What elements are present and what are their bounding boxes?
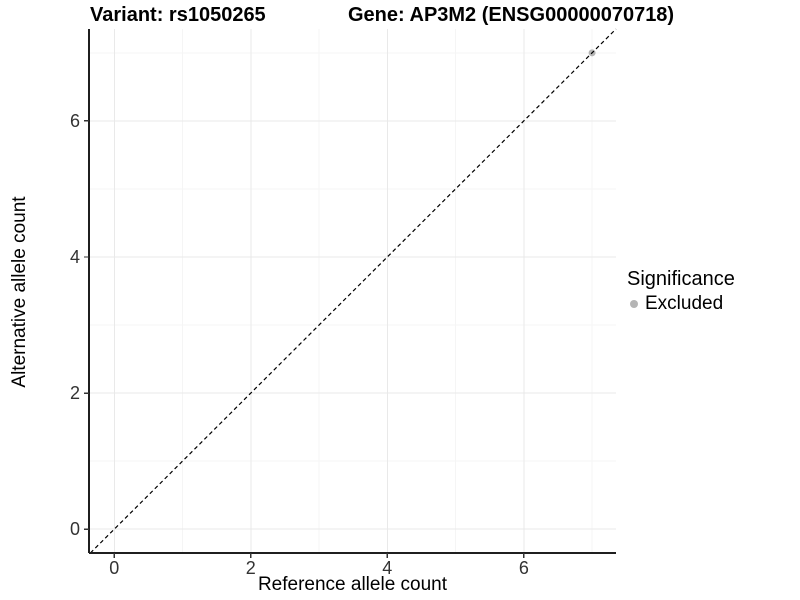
variant-title: Variant: rs1050265: [90, 4, 266, 26]
legend-item-excluded: Excluded: [627, 293, 735, 314]
x-tick-label: 6: [519, 558, 529, 578]
y-axis-title: Alternative allele count: [9, 196, 30, 388]
excluded-point-icon: [630, 299, 638, 308]
y-tick-label: 6: [70, 111, 80, 131]
identity-dashed-line: [89, 28, 617, 554]
y-tick-label: 2: [70, 383, 80, 403]
x-axis-title: Reference allele count: [257, 574, 448, 595]
legend-title: Significance: [627, 268, 735, 290]
legend: Significance Excluded: [627, 268, 735, 314]
y-tick-label: 0: [70, 519, 80, 539]
x-tick-label: 4: [382, 558, 392, 578]
y-tick-label: 4: [70, 247, 80, 267]
legend-item-label: Excluded: [645, 293, 724, 314]
x-tick-label: 2: [246, 558, 256, 578]
gene-title: Gene: AP3M2 (ENSG00000070718): [348, 4, 675, 26]
x-tick-label: 0: [109, 558, 119, 578]
